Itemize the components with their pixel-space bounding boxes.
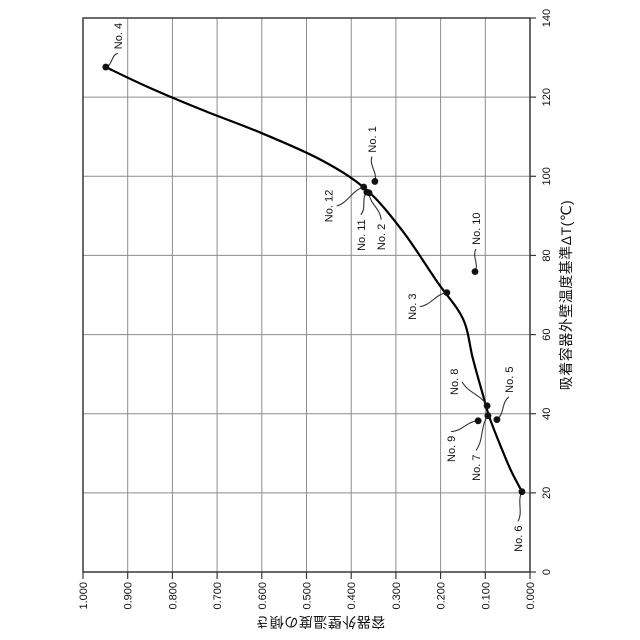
y-tick-label: 1.000 <box>78 582 90 610</box>
point-leader-line <box>517 491 523 522</box>
point-leader-line <box>451 420 479 433</box>
point-label: No. 8 <box>449 369 461 395</box>
point-label: No. 11 <box>356 219 368 251</box>
point-leader-line <box>360 191 368 216</box>
x-tick-label: 140 <box>541 9 553 27</box>
x-tick-label: 0 <box>541 569 553 575</box>
x-tick-label: 20 <box>541 487 553 499</box>
data-point-no-6 <box>518 488 526 496</box>
point-label: No. 12 <box>324 190 336 222</box>
data-point-no-3 <box>443 289 451 297</box>
y-tick-label: 0.000 <box>525 582 537 610</box>
y-tick-label: 0.600 <box>257 582 269 610</box>
y-tick-label: 0.200 <box>436 582 448 610</box>
point-leader-line <box>496 396 510 421</box>
data-point-no-10 <box>471 268 479 276</box>
point-label: No. 6 <box>513 526 525 552</box>
data-point-no-1 <box>371 178 379 185</box>
y-tick-label: 0.800 <box>167 582 179 610</box>
x-tick-label: 60 <box>541 328 553 340</box>
y-tick-label: 0.300 <box>391 582 403 610</box>
point-label: No. 1 <box>367 126 379 152</box>
x-tick-label: 40 <box>541 408 553 420</box>
data-point-no-7 <box>484 412 492 420</box>
data-point-no-8 <box>483 402 491 410</box>
y-tick-label: 0.700 <box>212 582 224 610</box>
data-point-no-4 <box>102 63 110 71</box>
y-tick-label: 0.500 <box>302 582 314 610</box>
x-tick-label: 80 <box>541 249 553 261</box>
x-axis-title: 吸着容器外壁温度基準ΔT(℃) <box>558 199 574 391</box>
point-leader-line <box>336 186 364 207</box>
x-tick-label: 120 <box>541 88 553 106</box>
data-point-no-11 <box>363 188 371 196</box>
trend-curve <box>104 66 524 493</box>
point-label: No. 4 <box>113 23 125 49</box>
point-label: No. 10 <box>471 212 483 244</box>
data-point-no-5 <box>493 416 501 424</box>
x-tick-label: 100 <box>541 167 553 185</box>
point-leader-line <box>370 156 377 182</box>
point-label: No. 5 <box>504 367 516 393</box>
data-point-no-12 <box>360 183 368 191</box>
y-tick-label: 0.400 <box>346 582 358 610</box>
data-point-no-9 <box>474 417 482 425</box>
point-label: No. 7 <box>471 455 483 481</box>
point-leader-line <box>419 292 447 308</box>
y-tick-label: 0.900 <box>123 582 135 610</box>
point-label: No. 3 <box>407 293 419 319</box>
y-tick-label: 0.100 <box>480 582 492 610</box>
y-axis-title: 容器外壁温度の傾き <box>254 614 386 630</box>
point-label: No. 2 <box>376 224 388 250</box>
point-label: No. 9 <box>446 436 458 462</box>
